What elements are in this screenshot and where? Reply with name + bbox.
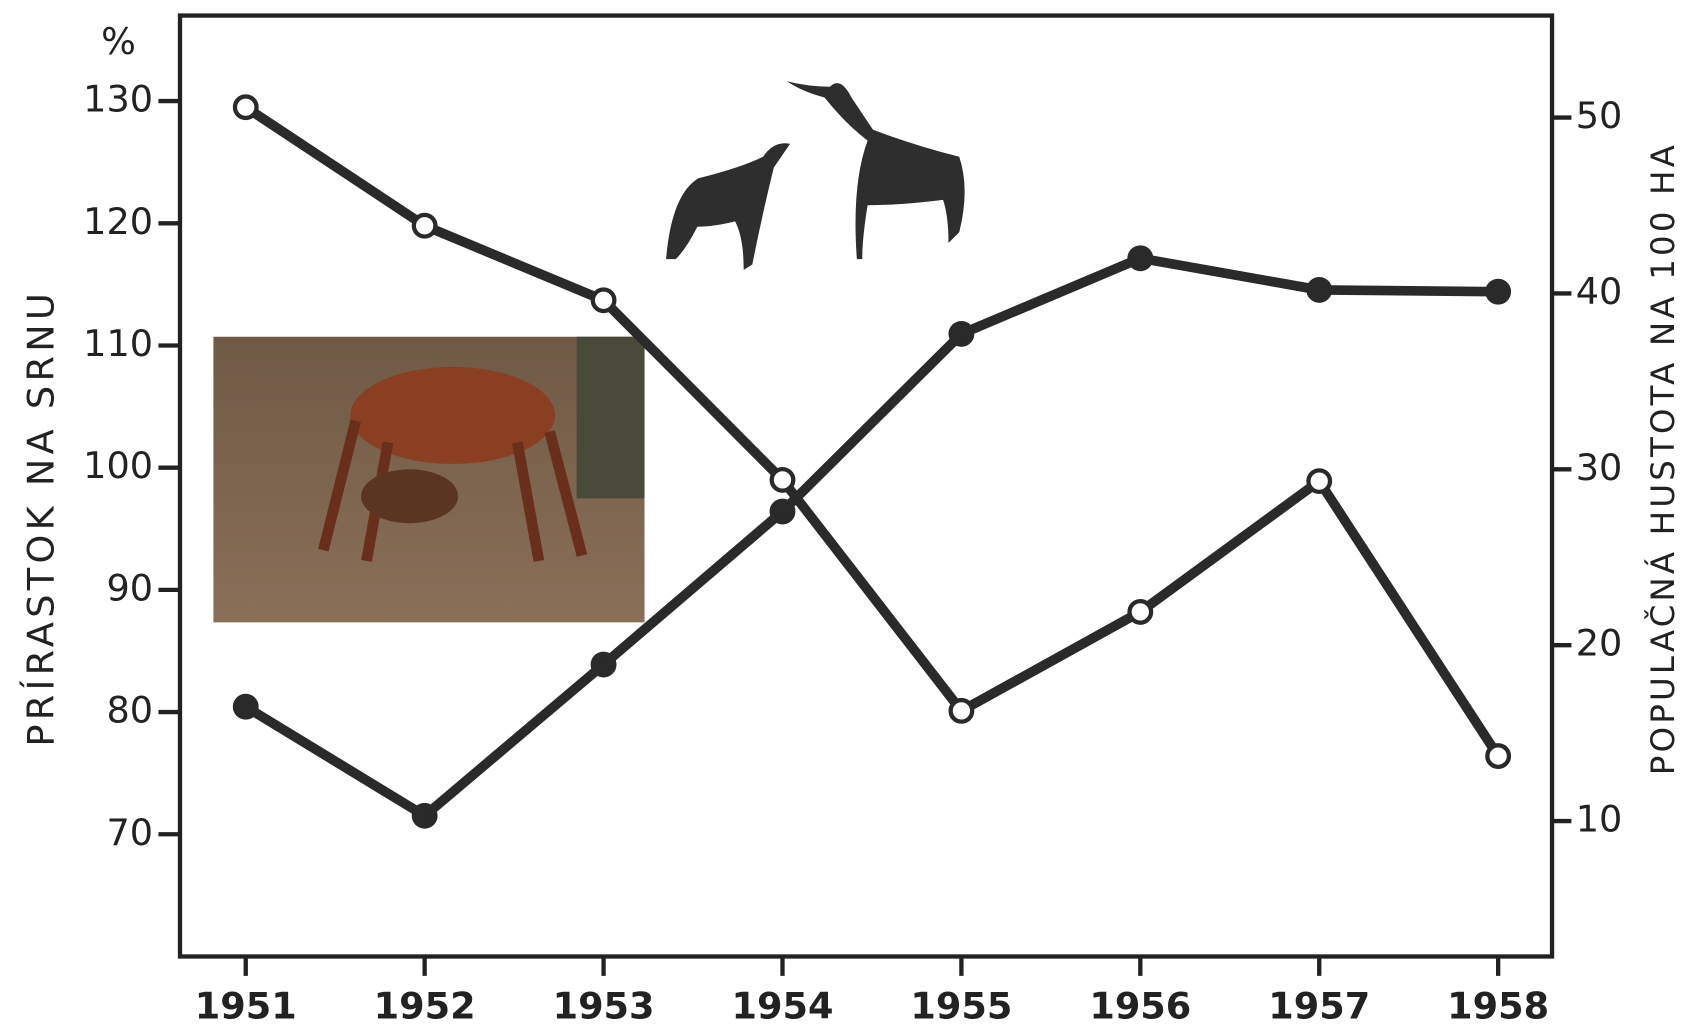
y-tick-label: 100 (83, 444, 153, 487)
y2-tick-label: 30 (1576, 446, 1623, 489)
data-point (948, 697, 975, 724)
x-tick-label: 1955 (910, 985, 1012, 1027)
data-point (1127, 598, 1154, 625)
y-axis-label: PRÍRASTOK NA SRNU (19, 289, 63, 747)
data-point (1127, 245, 1154, 272)
x-tick-label: 1952 (374, 985, 476, 1027)
data-point (1485, 743, 1512, 770)
unit-label: % (101, 20, 136, 63)
data-point (590, 287, 617, 314)
deer-silhouettes (666, 81, 965, 270)
x-tick-label: 1954 (732, 985, 834, 1027)
data-point (411, 802, 438, 829)
photo (213, 336, 645, 623)
y-tick-label: 130 (83, 78, 153, 121)
data-point (948, 320, 975, 347)
y-tick-label: 110 (83, 322, 153, 365)
data-point (1485, 278, 1512, 305)
data-point (1306, 468, 1333, 495)
series-line (243, 253, 1499, 821)
y-tick-label: 120 (83, 200, 153, 243)
data-point (769, 466, 796, 493)
y2-tick-label: 50 (1576, 94, 1623, 137)
data-point (232, 94, 259, 121)
x-tick-label: 1951 (195, 985, 297, 1027)
x-tick-label: 1957 (1268, 985, 1370, 1027)
y-tick-label: 70 (106, 811, 153, 854)
data-point (411, 212, 438, 239)
data-point (232, 693, 259, 720)
x-tick-label: 1958 (1447, 985, 1549, 1027)
x-tick-label: 1953 (553, 985, 655, 1027)
y2-tick-label: 10 (1576, 798, 1623, 841)
y2-tick-label: 40 (1576, 270, 1623, 313)
y-tick-label: 90 (106, 566, 153, 609)
y-tick-label: 80 (106, 689, 153, 732)
data-point (1306, 276, 1333, 303)
plot-frame (177, 13, 1555, 959)
series-line (243, 103, 1503, 759)
y2-tick-label: 20 (1576, 622, 1623, 665)
data-point (769, 498, 796, 525)
x-tick-label: 1956 (1089, 985, 1191, 1027)
data-point (590, 651, 617, 678)
y2-axis-label: POPULAČNÁ HUSTOTA NA 100 HA (1643, 142, 1682, 775)
